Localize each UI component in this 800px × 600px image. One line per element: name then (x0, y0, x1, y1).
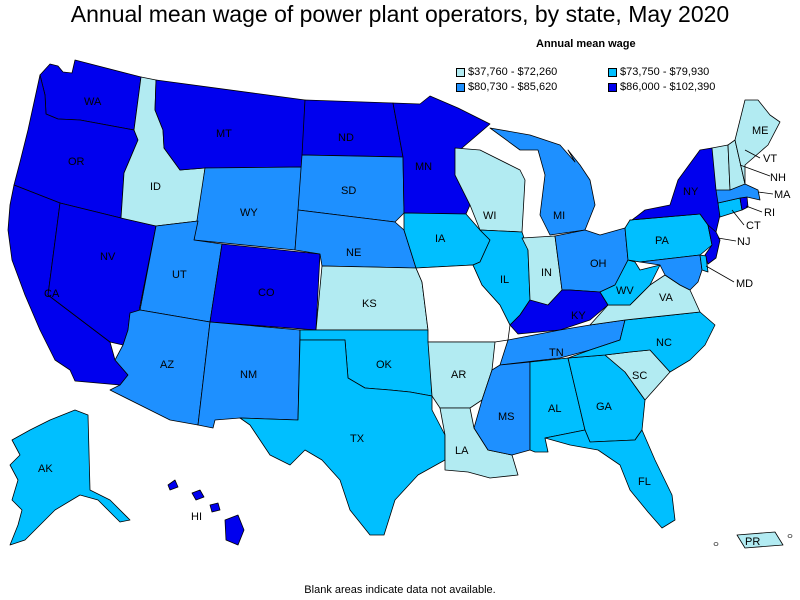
legend-label: $73,750 - $79,930 (620, 66, 710, 78)
state-label-vt: VT (763, 153, 777, 165)
state-label-co: CO (258, 287, 275, 299)
state-nd[interactable] (301, 99, 404, 158)
state-fl[interactable] (544, 429, 676, 529)
state-label-fl: FL (638, 476, 651, 488)
state-ky[interactable] (509, 289, 609, 335)
footnote: Blank areas indicate data not available. (304, 584, 496, 596)
legend-swatch (456, 82, 465, 92)
state-label-tx: TX (350, 433, 365, 445)
legend-swatch (608, 82, 617, 92)
state-label-ma: MA (774, 189, 791, 201)
leader-line-vt (744, 149, 761, 159)
state-ak[interactable] (9, 409, 131, 546)
state-label-nc: NC (656, 337, 672, 349)
state-label-ri: RI (764, 207, 775, 219)
state-nj[interactable] (704, 224, 721, 265)
state-hi[interactable] (167, 479, 245, 546)
legend-label: $37,760 - $72,260 (468, 66, 558, 78)
state-label-il: IL (500, 274, 509, 286)
state-label-wy: WY (240, 207, 258, 219)
leader-line-ct (731, 209, 745, 226)
leader-line-ma (757, 191, 774, 195)
state-de[interactable] (699, 254, 709, 273)
state-label-mi: MI (553, 210, 565, 222)
legend-label: $80,730 - $85,620 (468, 81, 558, 93)
state-label-mn: MN (415, 161, 432, 173)
state-label-tn: TN (549, 347, 564, 359)
state-label-nh: NH (770, 172, 786, 184)
state-label-ks: KS (362, 298, 377, 310)
legend-swatch (608, 67, 617, 77)
state-label-ok: OK (376, 359, 393, 371)
legend-item: $80,730 - $85,620 (456, 81, 557, 93)
state-label-id: ID (150, 181, 161, 193)
legend-swatch (456, 67, 465, 77)
island-mark (787, 534, 793, 538)
state-label-md: MD (736, 278, 753, 290)
legend-item: $86,000 - $102,390 (608, 81, 715, 93)
leader-line-nj (717, 237, 737, 242)
state-label-ga: GA (596, 401, 613, 413)
state-label-ct: CT (746, 220, 761, 232)
state-tx[interactable] (239, 339, 446, 536)
legend-title: Annual mean wage (536, 38, 636, 50)
state-me[interactable] (734, 99, 781, 185)
legend-item: $37,760 - $72,260 (456, 66, 557, 78)
state-label-sd: SD (341, 185, 356, 197)
state-label-nd: ND (338, 132, 354, 144)
state-label-wa: WA (84, 96, 102, 108)
state-mi[interactable] (489, 127, 596, 236)
state-label-pr: PR (745, 536, 760, 548)
state-label-ak: AK (38, 463, 53, 475)
state-la[interactable] (439, 407, 519, 479)
map-title: Annual mean wage of power plant operator… (70, 1, 730, 27)
state-label-oh: OH (590, 258, 607, 270)
leader-line-ri (745, 205, 763, 213)
state-label-mt: MT (216, 128, 232, 140)
state-label-va: VA (659, 292, 674, 304)
state-label-ne: NE (346, 247, 361, 259)
state-label-nm: NM (240, 369, 257, 381)
state-label-pa: PA (655, 235, 670, 247)
state-mt[interactable] (154, 79, 306, 171)
legend-item: $73,750 - $79,930 (608, 66, 709, 78)
state-label-me: ME (752, 125, 769, 137)
state-label-wv: WV (616, 285, 634, 297)
state-label-ut: UT (172, 269, 187, 281)
state-label-or: OR (68, 156, 85, 168)
state-label-al: AL (548, 403, 561, 415)
state-label-nv: NV (100, 251, 116, 263)
state-label-ms: MS (498, 411, 515, 423)
state-label-ky: KY (571, 310, 586, 322)
state-label-la: LA (455, 445, 469, 457)
state-wv[interactable] (599, 259, 661, 306)
state-pr[interactable] (736, 531, 784, 549)
state-label-wi: WI (483, 210, 496, 222)
state-ar[interactable] (427, 341, 496, 409)
state-wi[interactable] (454, 147, 526, 233)
state-label-ny: NY (683, 186, 699, 198)
state-sd[interactable] (297, 154, 405, 223)
island-mark (713, 542, 719, 546)
state-label-ia: IA (435, 233, 446, 245)
state-label-nj: NJ (737, 236, 750, 248)
state-label-hi: HI (191, 511, 202, 523)
state-label-ca: CA (44, 288, 60, 300)
state-label-sc: SC (632, 370, 647, 382)
leader-line-nh (739, 164, 771, 177)
state-label-az: AZ (160, 359, 174, 371)
leader-line-md (705, 265, 735, 283)
state-label-in: IN (541, 267, 552, 279)
legend-label: $86,000 - $102,390 (620, 81, 716, 93)
state-label-ar: AR (451, 369, 466, 381)
